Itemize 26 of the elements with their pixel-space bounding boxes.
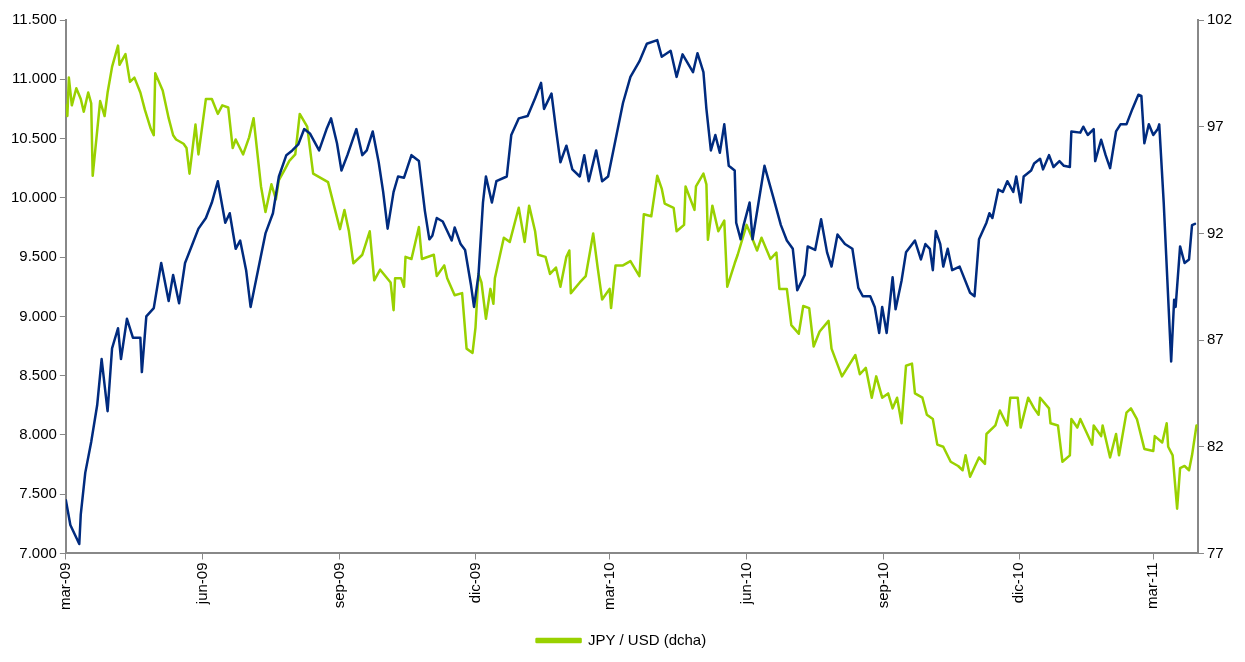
y2-tick-label: 82 xyxy=(1206,436,1224,454)
y2-tick-label: 97 xyxy=(1206,116,1224,134)
legend-label: JPY / USD (dcha) xyxy=(588,630,707,648)
x-tick-label: jun-10 xyxy=(736,562,754,606)
x-tick-label: sep-09 xyxy=(330,562,348,609)
x-tick-label: sep-10 xyxy=(873,562,891,609)
y2-tick-label: 87 xyxy=(1206,330,1224,348)
y-tick-label: 10.500 xyxy=(10,128,57,146)
x-tick-label: jun-09 xyxy=(193,562,211,606)
x-tick-label: dic-10 xyxy=(1009,562,1027,604)
y-tick-label: 9.500 xyxy=(19,247,57,265)
y-tick-label: 10.000 xyxy=(10,187,57,205)
y-tick-label: 8.000 xyxy=(19,425,57,443)
y-tick-label: 7.000 xyxy=(19,543,57,561)
x-tick-label: mar-10 xyxy=(599,562,617,610)
y2-tick-label: 77 xyxy=(1206,543,1224,561)
y2-tick-label: 102 xyxy=(1206,10,1232,28)
x-tick-label: mar-11 xyxy=(1143,562,1161,609)
y-tick-label: 11.500 xyxy=(12,10,57,28)
y2-tick-label: 92 xyxy=(1206,223,1224,241)
y-tick-label: 11.000 xyxy=(12,69,57,87)
y-tick-label: 8.500 xyxy=(19,365,57,383)
y-tick-label: 7.500 xyxy=(19,484,57,502)
x-tick-label: dic-09 xyxy=(465,562,483,604)
x-tick-label: mar-09 xyxy=(56,562,74,610)
y-tick-label: 9.000 xyxy=(19,306,57,324)
